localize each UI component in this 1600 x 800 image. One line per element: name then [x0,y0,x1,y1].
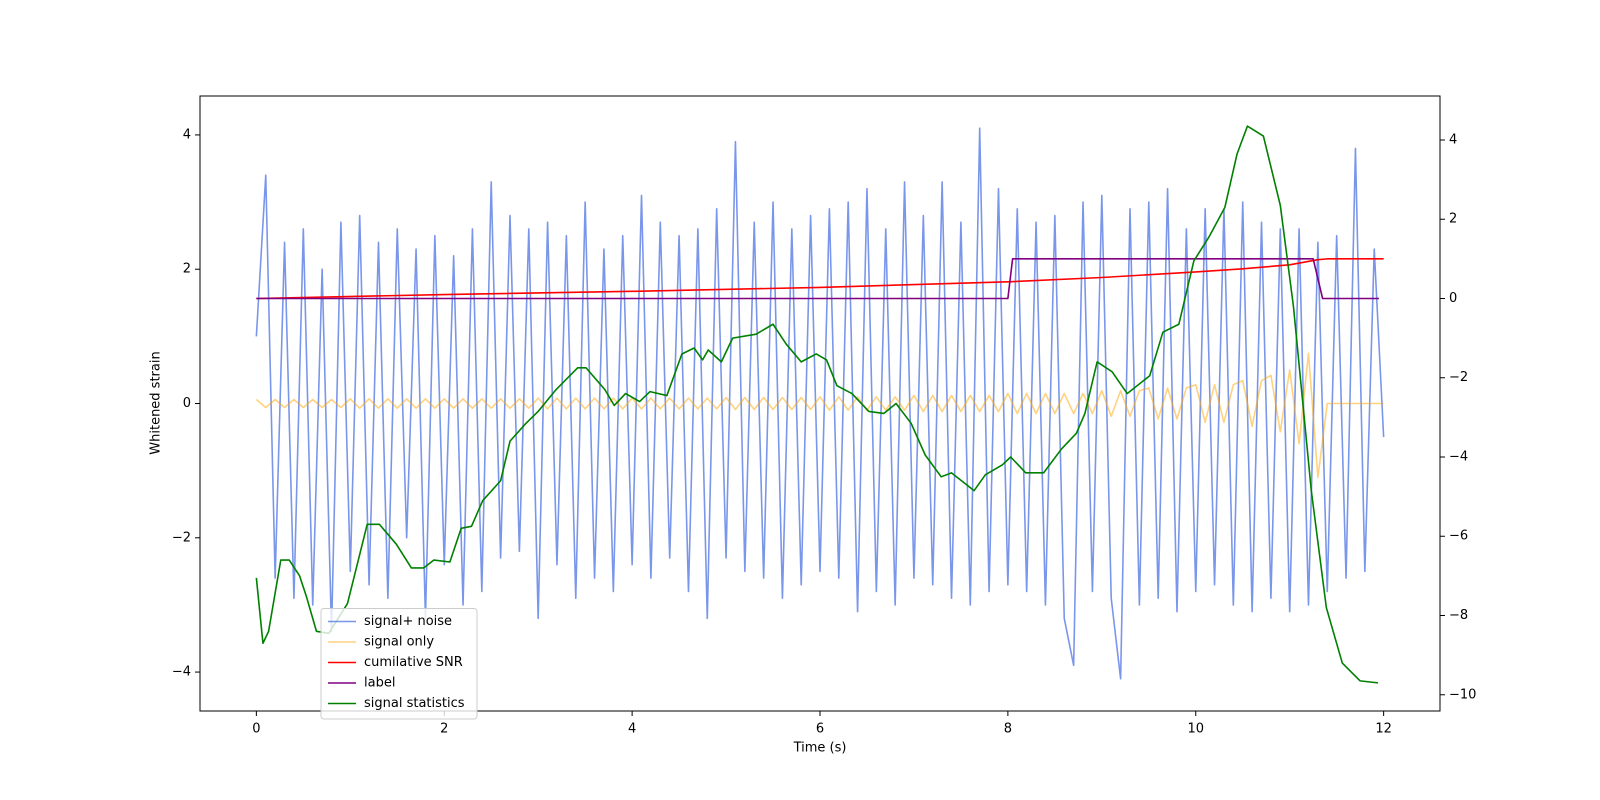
y2-tick-label: 2 [1449,212,1457,227]
x-tick-label: 6 [816,722,824,737]
y2-tick-label: −2 [1449,370,1468,385]
y-tick-label: −4 [172,665,191,680]
legend-label: label [364,676,395,691]
series-line [255,352,1384,479]
y2-tick-label: −4 [1449,449,1468,464]
legend-label: cumilative SNR [364,655,463,670]
y2-tick-label: 0 [1449,291,1457,306]
plot-area [255,125,1385,684]
y2-tick-label: −8 [1449,608,1468,623]
y2-tick-label: −6 [1449,529,1468,544]
y-axis-label: Whitened strain [149,351,164,454]
legend-label: signal only [364,635,434,650]
y2-tick-label: −10 [1449,687,1476,702]
legend-box [320,608,478,720]
y-tick-label: 4 [183,127,191,142]
y-tick-label: −2 [172,530,191,545]
series-line [256,258,1379,300]
x-tick-label: 12 [1375,722,1392,737]
y-tick-label: 2 [183,262,191,277]
y-tick-label: 0 [183,396,191,411]
x-axis-label: Time (s) [793,741,847,756]
series-line [255,125,1379,684]
axes-frame [199,95,1441,712]
x-tick-label: 10 [1187,722,1204,737]
legend: signal+ noise signal only cumilative SNR la… [320,608,478,720]
y2-tick-label: 4 [1449,132,1457,147]
x-tick-label: 2 [440,722,448,737]
legend-label: signal statistics [364,696,465,711]
x-tick-label: 8 [1004,722,1012,737]
x-tick-label: 4 [628,722,636,737]
x-tick-label: 0 [252,722,260,737]
legend-label: signal+ noise [364,614,452,629]
series-line [255,127,1385,680]
series-line [256,258,1384,300]
